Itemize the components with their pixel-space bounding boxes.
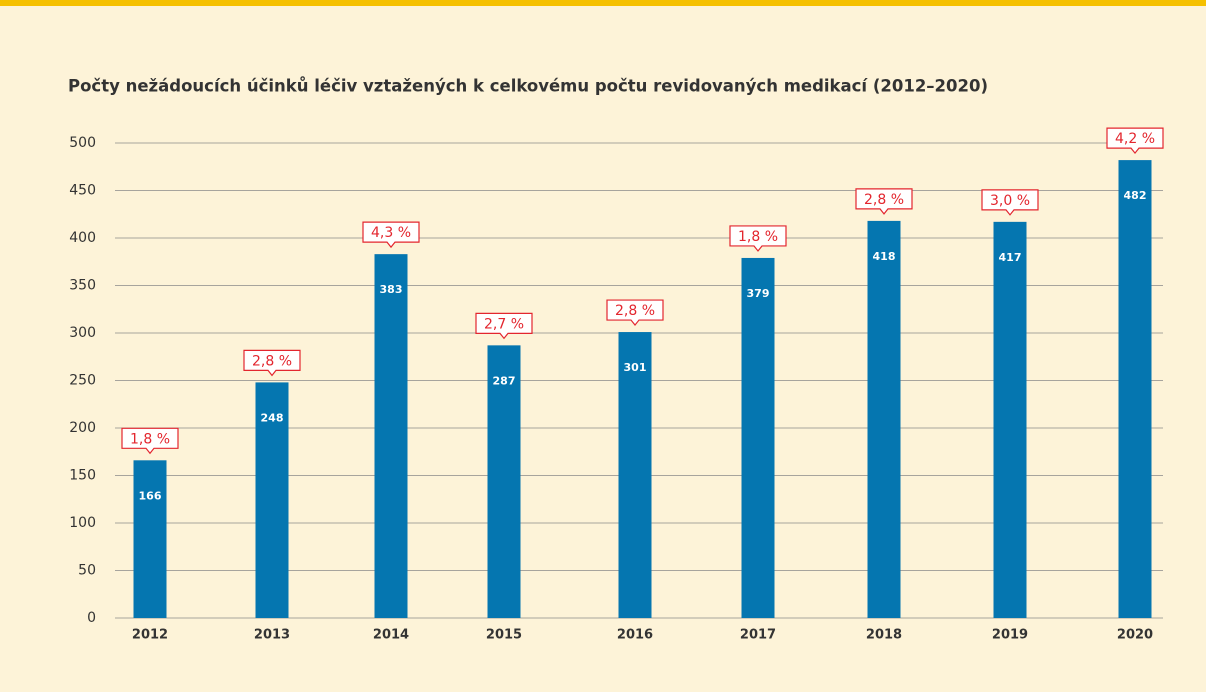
x-tick-label: 2020 (1117, 628, 1153, 643)
x-tick-label: 2012 (132, 628, 168, 643)
y-tick-label: 100 (69, 515, 96, 531)
y-tick-label: 200 (69, 420, 96, 436)
annotation-box (855, 188, 913, 215)
value-label: 482 (1124, 189, 1147, 202)
x-tick-label: 2013 (254, 628, 290, 643)
bar (993, 221, 1027, 618)
annotation-box (475, 312, 533, 340)
value-label: 418 (873, 250, 896, 263)
y-tick-label: 450 (69, 183, 96, 199)
annotation-box (1106, 127, 1164, 155)
x-tick-label: 2015 (486, 628, 522, 643)
x-tick-label: 2017 (740, 628, 776, 643)
annotation: 4,2 % (1115, 131, 1155, 147)
bar (618, 332, 652, 618)
bar (487, 345, 521, 618)
value-label: 301 (624, 361, 647, 374)
x-tick-label: 2018 (866, 628, 902, 643)
bar (374, 254, 408, 618)
value-label: 287 (493, 374, 516, 387)
annotation-box (362, 221, 420, 249)
annotation: 2,7 % (484, 316, 524, 332)
y-tick-label: 300 (69, 325, 96, 341)
y-tick-label: 0 (87, 610, 96, 626)
value-label: 248 (261, 411, 284, 424)
x-tick-label: 2016 (617, 628, 653, 643)
annotation: 3,0 % (990, 193, 1030, 209)
value-label: 417 (999, 251, 1022, 264)
value-label: 379 (747, 287, 770, 300)
annotation-box (606, 299, 664, 327)
y-tick-label: 50 (78, 563, 96, 579)
y-tick-label: 400 (69, 230, 96, 246)
annotation-box (243, 349, 301, 377)
bar (133, 460, 167, 618)
bar (255, 382, 289, 618)
annotation-box (121, 427, 179, 455)
annotation: 4,3 % (371, 225, 411, 241)
chart-title: Počty nežádoucích účinků léčiv vztaženýc… (68, 77, 988, 96)
bar (1118, 160, 1152, 618)
x-tick-label: 2014 (373, 628, 409, 643)
value-label: 383 (380, 283, 403, 296)
y-tick-label: 350 (69, 278, 96, 294)
value-label: 166 (139, 489, 162, 502)
annotation-box (729, 225, 787, 252)
y-tick-label: 150 (69, 468, 96, 484)
y-tick-label: 500 (69, 135, 96, 151)
y-tick-label: 250 (69, 373, 96, 389)
x-tick-label: 2019 (992, 628, 1028, 643)
annotation-box (981, 189, 1039, 216)
annotation: 1,8 % (130, 431, 170, 447)
bar (867, 220, 901, 618)
annotation: 1,8 % (738, 229, 778, 245)
top-border (0, 0, 1206, 6)
bar (741, 257, 775, 618)
annotation: 2,8 % (864, 192, 904, 208)
annotation: 2,8 % (252, 353, 292, 369)
annotation: 2,8 % (615, 303, 655, 319)
